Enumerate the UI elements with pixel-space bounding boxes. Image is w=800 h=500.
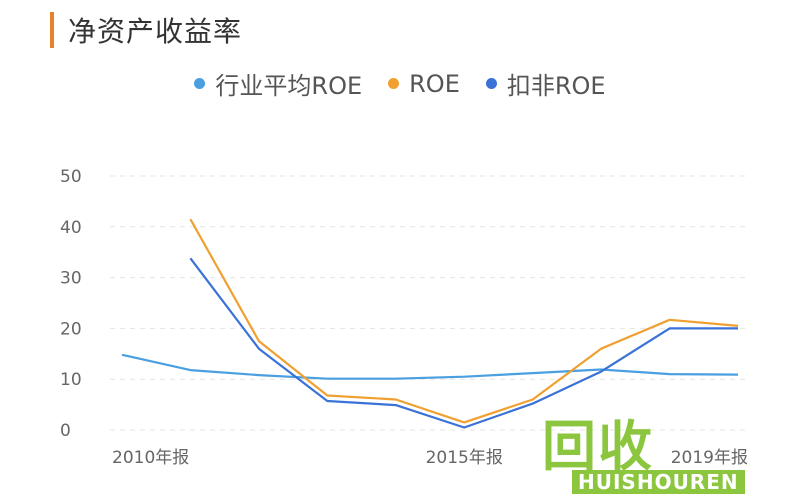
x-tick-label: 2015年报: [426, 448, 503, 468]
y-tick-label: 20: [60, 319, 82, 339]
y-tick-label: 50: [60, 167, 82, 187]
legend-item-industry-roe[interactable]: 行业平均ROE: [194, 66, 362, 101]
chart-title: 净资产收益率: [68, 15, 243, 48]
y-tick-label: 30: [60, 269, 82, 289]
x-tick-label: 2019年报: [671, 448, 748, 468]
series-line-0: [121, 353, 739, 380]
legend-dot-icon: [388, 78, 400, 89]
legend-label: 行业平均ROE: [215, 72, 363, 100]
legend-label: ROE: [409, 69, 460, 98]
legend-label: 扣非ROE: [506, 72, 606, 100]
watermark-logo: 回收 HUISHOUREN: [538, 400, 745, 500]
title-accent-bar: [50, 12, 54, 48]
legend-dot-icon: [485, 78, 497, 89]
y-tick-label: 0: [60, 421, 71, 441]
chart-header: 净资产收益率: [50, 10, 242, 50]
legend-dot-icon: [194, 78, 206, 89]
series-line-2: [189, 257, 738, 429]
legend: 行业平均ROE ROE 扣非ROE: [0, 66, 800, 101]
legend-item-deducted-roe[interactable]: 扣非ROE: [485, 66, 606, 101]
y-tick-label: 40: [60, 218, 82, 238]
series-line-1: [189, 218, 739, 424]
x-tick-label: 2010年报: [112, 448, 189, 468]
y-tick-label: 10: [60, 370, 82, 390]
watermark-text: 回收: [542, 415, 654, 478]
watermark-subtext: HUISHOUREN: [572, 470, 745, 494]
legend-item-roe[interactable]: ROE: [388, 66, 460, 101]
